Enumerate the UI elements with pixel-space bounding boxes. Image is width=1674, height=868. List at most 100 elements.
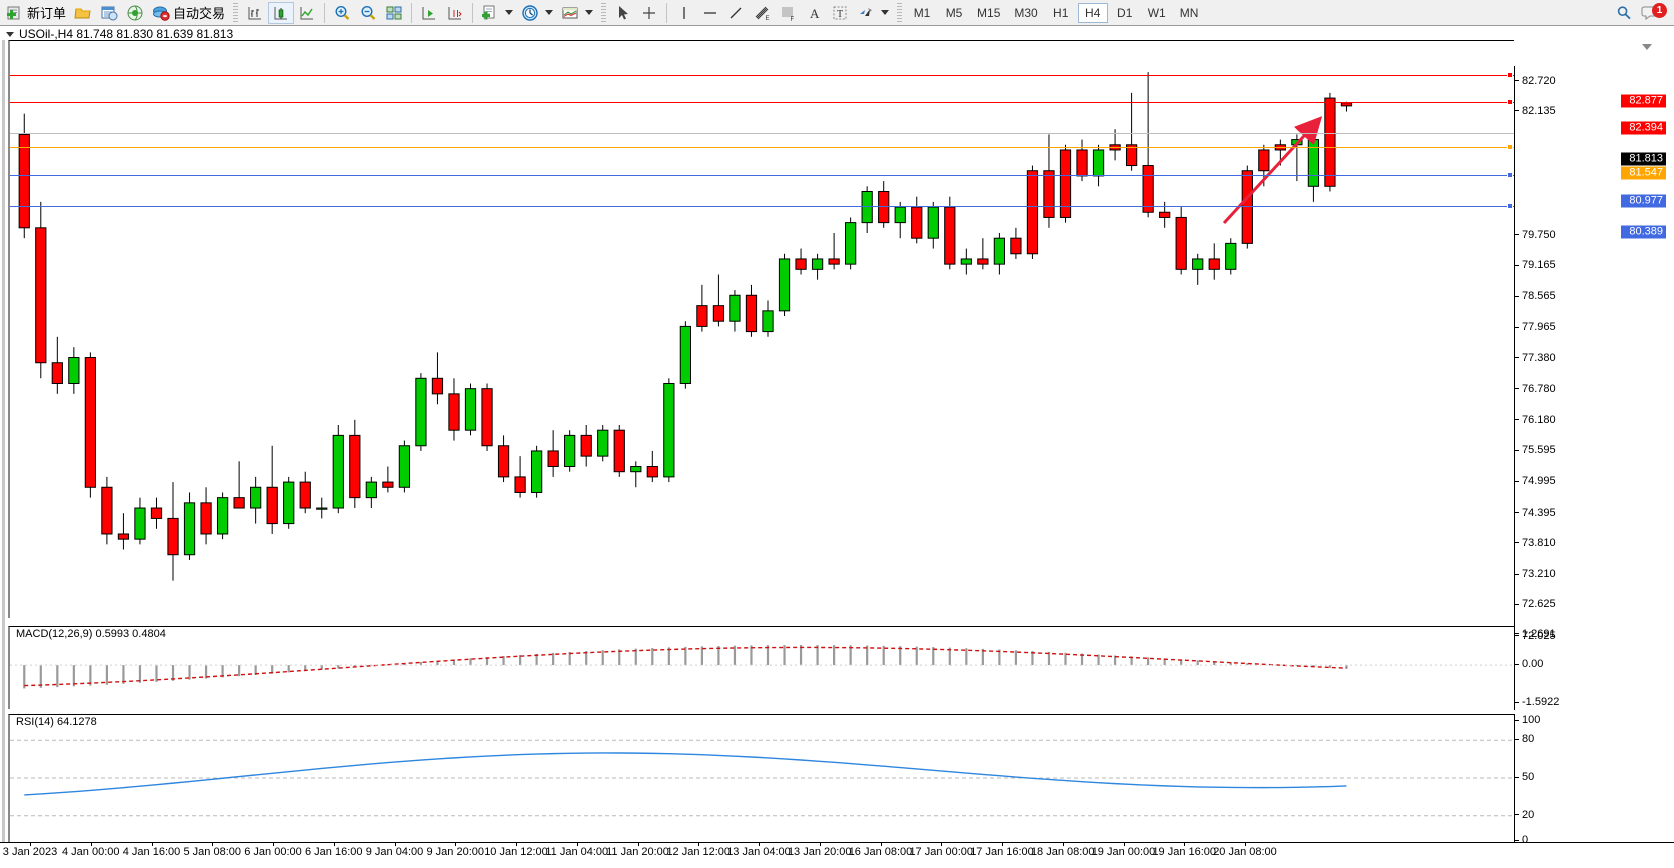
notifications-button[interactable]: 1 [1637,2,1672,24]
price-level-handle[interactable] [1507,72,1513,78]
text-label-button[interactable]: T [827,2,853,24]
price-level-line-81.813[interactable] [10,133,1514,134]
chart-shift-button[interactable] [416,2,442,24]
cursor-tool-button[interactable] [610,2,636,24]
window-restore-caret-icon[interactable] [1642,44,1652,50]
bar-chart-icon [246,4,264,22]
rsi-axis[interactable]: 100 80 50 20 0 [1514,714,1674,846]
timeframe-m5[interactable]: M5 [945,5,963,20]
toolbar-separator [324,2,326,23]
timeframe-h4[interactable]: H4 [1077,2,1108,23]
price-level-line-81.547[interactable] [10,147,1514,148]
auto-trading-button[interactable]: 自动交易 [148,2,229,24]
price-level-handle[interactable] [1507,99,1513,105]
price-level-handle[interactable] [1507,144,1513,150]
zoom-out-icon [359,4,377,22]
rsi-tick-100: 100 [1515,714,1540,726]
svg-text:E: E [766,16,770,22]
price-level-line-80.977[interactable] [10,175,1514,176]
equidistant-channel-button[interactable]: E [749,2,775,24]
toolbar-grip[interactable] [233,2,239,23]
price-tick-77.965: 77.965 [1515,321,1556,333]
price-level-line-82.394[interactable] [10,102,1514,103]
price-tick-79.165: 79.165 [1515,259,1556,271]
timeframe-w1[interactable]: W1 [1147,5,1166,20]
navigator-button[interactable] [122,2,148,24]
timeframe-mn[interactable]: MN [1179,5,1199,20]
fibonacci-button[interactable]: F [775,2,801,24]
line-chart-icon [298,4,316,22]
price-axis[interactable]: 82.720 82.135 79.750 79.165 78.565 77.965 77.3… [1514,66,1674,642]
time-tick-label: 17 Jan 00:00 [909,846,974,858]
chart-window: USOil-,H4 81.748 81.830 81.639 81.813 82… [0,26,1674,868]
candlestick-chart-button[interactable] [268,1,295,24]
vertical-line-icon [675,4,693,22]
timeframe-m30[interactable]: M30 [1014,5,1038,20]
macd-axis[interactable]: 1.2691 0.00 -1.5922 [1514,626,1674,710]
templates-button[interactable] [557,2,597,24]
macd-tick--1.5922: -1.5922 [1515,696,1559,708]
chevron-down-icon[interactable] [585,10,594,15]
bar-chart-button[interactable] [242,2,268,24]
price-level-tag-82.394[interactable]: 82.394 [1621,121,1666,135]
time-tick-label: 20 Jan 08:00 [1213,846,1277,858]
rsi-pane[interactable]: RSI(14) 64.1278 [8,714,1514,842]
chart-vertical-scrollbar[interactable] [0,40,8,842]
svg-text:T: T [837,9,843,20]
new-chart-button[interactable] [477,2,517,24]
macd-pane[interactable]: MACD(12,26,9) 0.5993 0.4804 [8,626,1514,709]
time-tick-label: 13 Jan 04:00 [727,846,791,858]
auto-trading-icon [152,4,170,22]
svg-text:A: A [810,6,820,21]
price-level-handle[interactable] [1507,203,1513,209]
time-tick-label: 4 Jan 00:00 [62,846,120,858]
chevron-down-icon[interactable] [881,10,890,15]
price-level-line-82.877[interactable] [10,75,1514,76]
timeframe-m15[interactable]: M15 [977,5,1001,20]
search-button[interactable] [1611,2,1637,24]
folder-chart-icon [74,4,92,22]
tile-windows-icon [385,4,403,22]
price-level-tag-80.389[interactable]: 80.389 [1621,225,1666,239]
timeframe-h1[interactable]: H1 [1053,5,1069,20]
price-level-handle[interactable] [1507,172,1513,178]
line-chart-button[interactable] [294,2,320,24]
auto-scroll-button[interactable] [442,2,468,24]
price-level-line-80.389[interactable] [10,206,1514,207]
text-button[interactable]: A [801,2,827,24]
new-chart-icon [481,4,499,22]
tile-windows-button[interactable] [381,2,407,24]
data-window-button[interactable] [96,2,122,24]
crosshair-tool-button[interactable] [636,2,662,24]
time-tick-label: 4 Jan 16:00 [122,846,181,858]
charts-button[interactable] [70,2,96,24]
toolbar-grip-3[interactable] [897,2,903,23]
period-button[interactable] [517,2,557,24]
timeframe-m1[interactable]: M1 [913,5,931,20]
price-level-tag-82.877[interactable]: 82.877 [1621,94,1666,108]
price-chart-pane[interactable]: 82.877 82.394 81.813 81.547 80.977 80.389 [8,40,1666,618]
chevron-down-icon[interactable] [505,10,514,15]
time-axis[interactable]: 3 Jan 2023 4 Jan 00:00 4 Jan 16:00 5 Jan 08… [0,842,1674,868]
time-tick-label: 11 Jan 04:00 [545,846,609,858]
arrows-button[interactable] [853,2,893,24]
zoom-in-button[interactable] [329,2,355,24]
price-tick-82.135: 82.135 [1515,105,1556,117]
toolbar-separator-3 [472,2,474,23]
vertical-line-button[interactable] [671,2,697,24]
new-order-button[interactable]: 新订单 [2,2,70,24]
timeframe-d1[interactable]: D1 [1117,5,1133,20]
trendline-button[interactable] [723,2,749,24]
price-tick-74.995: 74.995 [1515,475,1556,487]
price-level-tag-80.977[interactable]: 80.977 [1621,194,1666,208]
time-tick-label: 9 Jan 20:00 [426,846,485,858]
chevron-down-icon[interactable] [545,10,554,15]
price-level-tag-81.813[interactable]: 81.813 [1621,152,1666,166]
horizontal-line-button[interactable] [697,2,723,24]
zoom-out-button[interactable] [355,2,381,24]
price-tick-79.750: 79.750 [1515,229,1556,241]
chart-title: USOil-,H4 81.748 81.830 81.639 81.813 [19,27,234,41]
toolbar-grip-2[interactable] [601,2,607,23]
window-menu-caret-icon[interactable] [6,31,14,37]
price-level-tag-81.547[interactable]: 81.547 [1621,166,1666,180]
